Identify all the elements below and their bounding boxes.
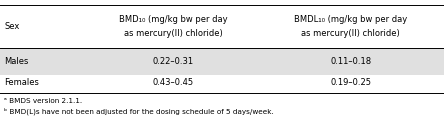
Text: Sex: Sex	[4, 22, 20, 31]
Text: ᵃ BMDS version 2.1.1.: ᵃ BMDS version 2.1.1.	[4, 98, 83, 104]
Text: 0.11–0.18: 0.11–0.18	[330, 57, 371, 66]
Text: ᵇ BMD(L)s have not been adjusted for the dosing schedule of 5 days/week.: ᵇ BMD(L)s have not been adjusted for the…	[4, 107, 274, 115]
Text: 0.22–0.31: 0.22–0.31	[153, 57, 194, 66]
Text: BMD₁₀ (mg/kg bw per day: BMD₁₀ (mg/kg bw per day	[119, 15, 227, 24]
Text: as mercury(II) chloride): as mercury(II) chloride)	[124, 29, 222, 38]
Text: as mercury(II) chloride): as mercury(II) chloride)	[301, 29, 400, 38]
Text: 0.19–0.25: 0.19–0.25	[330, 78, 371, 87]
Text: Females: Females	[4, 78, 40, 87]
Bar	[0, 48, 444, 75]
Text: 0.43–0.45: 0.43–0.45	[153, 78, 194, 87]
Text: Males: Males	[4, 57, 29, 66]
Text: BMDL₁₀ (mg/kg bw per day: BMDL₁₀ (mg/kg bw per day	[294, 15, 408, 24]
